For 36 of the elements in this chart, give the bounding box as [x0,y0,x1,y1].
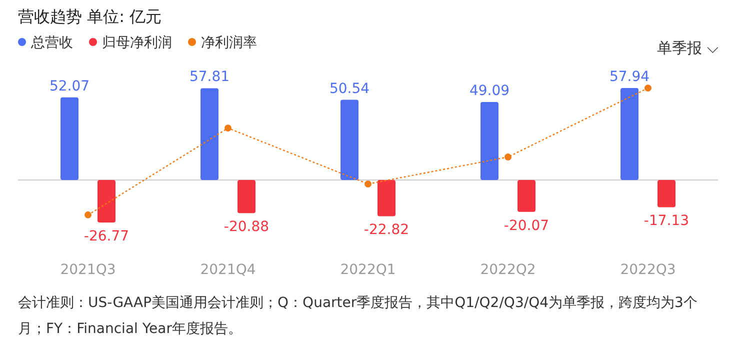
data-label: 50.54 [329,80,370,97]
data-label: 57.81 [189,69,230,86]
bar [98,180,116,223]
text: 会计准则：US-GAAP美国通用会计准则；Q：Quarter季度报告，其中Q1/Q2/Q3/Q4为单季报，跨度均为3个月；FY：Financial Year年度报告。 [18,294,698,339]
data-label: -20.88 [224,219,270,236]
data-label: 52.07 [49,78,90,94]
point [504,153,512,160]
legend-label: 总营收 [30,35,73,51]
legend-label: 净利润率 [201,35,257,51]
x-tick-label: 2021Q4 [200,262,256,278]
data-label: -20.07 [504,218,550,234]
x-tick-label: 2022Q1 [340,262,396,278]
data-label: -26.77 [84,228,130,245]
bar [238,180,256,214]
x-tick-label: 2022Q3 [620,262,676,278]
bar [480,102,498,180]
chart-title: 营收趋势 单位: 亿元 [18,7,162,26]
x-tick-label: 2022Q2 [480,262,536,278]
data-label: -22.82 [364,222,410,238]
point [644,84,652,92]
data-label: 57.94 [609,69,650,85]
bar [518,180,536,212]
bar [620,88,638,180]
bar [200,88,218,180]
x-tick-label: 2021Q3 [60,262,116,278]
point [84,211,92,218]
data-label: -17.13 [644,213,690,230]
bar [340,100,358,180]
text: 单季报 ⌵ [657,39,719,57]
legend-label: 归母净利润 [102,35,172,51]
point [224,124,232,132]
data-label: 49.09 [469,83,510,100]
point [364,180,372,188]
bar [60,97,78,180]
bar [658,180,676,208]
bar [378,180,396,216]
